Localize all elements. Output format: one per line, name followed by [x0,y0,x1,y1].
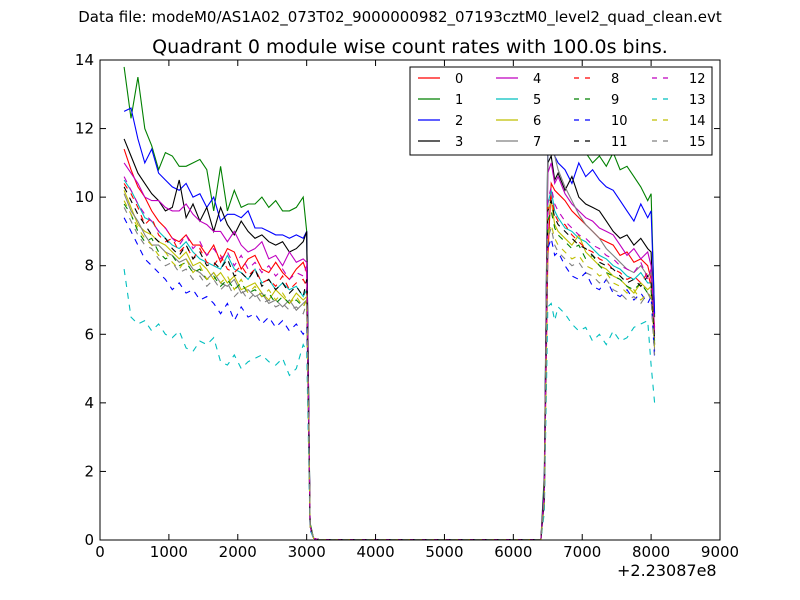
x-tick-label: 4000 [356,543,394,561]
x-tick-label: 8000 [632,543,670,561]
series-line-8 [123,183,656,541]
y-tick-label: 12 [75,120,94,138]
x-tick-label: 5000 [425,543,463,561]
series-line-12 [123,176,656,541]
legend-label-11: 11 [611,135,628,150]
legend-label-12: 12 [689,72,706,87]
series-line-5 [123,179,656,541]
legend-label-3: 3 [455,135,463,150]
legend-box [409,66,713,156]
series-line-11 [123,186,656,541]
x-axis-offset-label: +2.23087e8 [617,561,717,580]
legend-label-5: 5 [533,93,541,108]
legend-label-15: 15 [689,135,706,150]
series-line-2 [123,107,656,541]
x-tick-label: 9000 [701,543,739,561]
y-tick-label: 2 [84,462,94,480]
legend-label-9: 9 [611,93,619,108]
legend-label-7: 7 [533,135,541,150]
x-tick-label: 6000 [494,543,532,561]
x-tick-label: 0 [95,543,105,561]
legend-label-2: 2 [455,114,463,129]
x-tick-label: 2000 [219,543,257,561]
legend-label-0: 0 [455,72,463,87]
legend-label-1: 1 [455,93,463,108]
axis-ticks: 0 1000 2000 3000 4000 5000 6000 7000 8000 9000 0 2 4… [75,51,739,561]
y-tick-label: 10 [75,188,94,206]
legend-label-4: 4 [533,72,541,87]
y-tick-label: 8 [84,257,94,275]
data-file-suptitle: Data file: modeM0/AS1A02_073T02_90000009… [78,8,722,26]
series-line-13 [123,269,656,541]
plot-frame [99,59,721,541]
legend-label-6: 6 [533,114,541,129]
series-line-7 [123,135,656,541]
x-tick-label: 3000 [288,543,326,561]
y-tick-label: 14 [75,51,94,69]
series-line-6 [123,190,656,541]
series-line-3 [123,138,656,541]
series-line-9 [123,203,656,541]
x-tick-label: 1000 [150,543,188,561]
series-layer [123,66,656,541]
y-tick-label: 4 [84,394,94,412]
legend-label-10: 10 [611,114,628,129]
series-line-4 [123,162,656,541]
legend-label-13: 13 [689,93,706,108]
x-tick-label: 7000 [563,543,601,561]
chart-title: Quadrant 0 module wise count rates with … [152,36,668,58]
legend-label-14: 14 [689,114,706,129]
y-tick-label: 6 [84,325,94,343]
y-tick-label: 0 [84,531,94,549]
legend-label-8: 8 [611,72,619,87]
series-line-14 [123,200,656,541]
series-line-15 [123,207,656,541]
